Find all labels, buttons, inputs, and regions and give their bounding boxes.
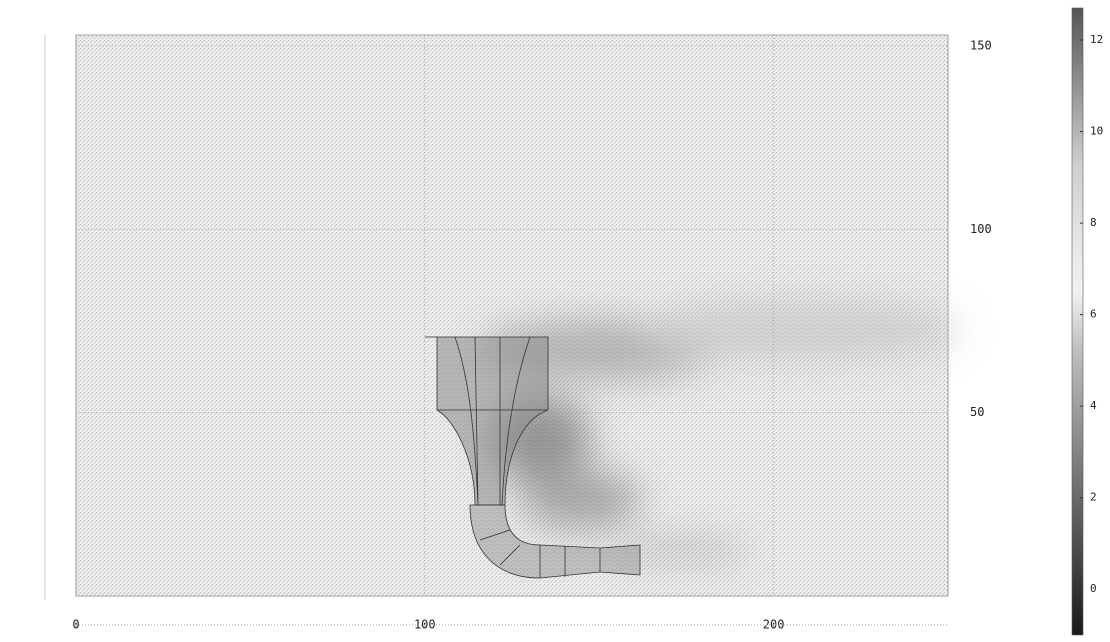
colorbar-tick-label: 2 (1090, 491, 1097, 504)
y-tick-label: 50 (970, 405, 984, 419)
colorbar-tick-label: 10 (1090, 125, 1103, 138)
colorbar-tick-label: 4 (1090, 399, 1097, 412)
colorbar (1072, 8, 1083, 635)
chart: 010020050100150024681012 (0, 0, 1110, 642)
colorbar-tick-label: 0 (1090, 582, 1097, 595)
colorbar-tick-label: 6 (1090, 308, 1097, 321)
colorbar-tick-label: 12 (1090, 33, 1103, 46)
colorbar-tick-label: 8 (1090, 216, 1097, 229)
y-tick-label: 100 (970, 222, 992, 236)
y-tick-label: 150 (970, 39, 992, 53)
